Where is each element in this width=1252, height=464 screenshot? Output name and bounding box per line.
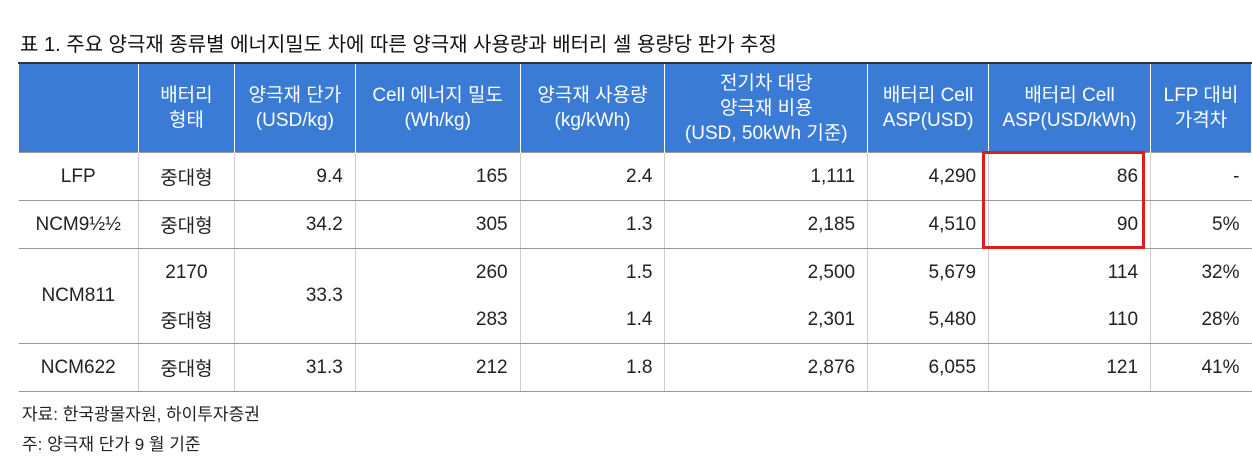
table-title: 표 1. 주요 양극재 종류별 에너지밀도 차에 따른 양극재 사용량과 배터리… (20, 34, 777, 56)
cell: 260 (354, 248, 521, 296)
cell: 1.8 (519, 343, 666, 392)
cell: 중대형 (137, 152, 235, 201)
cell: 305 (354, 200, 521, 249)
cell: 5,480 (867, 296, 990, 344)
cell: 중대형 (137, 296, 235, 344)
cell: 283 (354, 296, 521, 344)
cell: 5,679 (867, 248, 990, 296)
cell: 2170 (137, 248, 235, 296)
cell: 32% (1150, 248, 1252, 296)
cell: 90 (988, 200, 1152, 249)
cell: 33.3 (233, 248, 356, 344)
cell: LFP (18, 152, 139, 201)
cell: 114 (988, 248, 1152, 296)
cell: 31.3 (233, 343, 356, 392)
source-note: 자료: 한국광물자원, 하이투자증권 (22, 405, 260, 424)
header-cell: 배터리 Cell ASP(USD) (867, 62, 990, 153)
cell: 9.4 (233, 152, 356, 201)
cell: NCM811 (18, 248, 139, 344)
cell: 165 (354, 152, 521, 201)
cell: 34.2 (233, 200, 356, 249)
cell: 212 (354, 343, 521, 392)
header-cell: 전기차 대당 양극재 비용 (USD, 50kWh 기준) (664, 62, 869, 153)
cell: 1.4 (519, 296, 666, 344)
cell: 1.3 (519, 200, 666, 249)
highlight-box (982, 151, 1145, 249)
table: 배터리 형태 양극재 단가 (USD/kg) Cell 에너지 밀도 (Wh/kg)… (18, 62, 1252, 392)
header-cell (18, 62, 139, 153)
footnote: 주: 양극재 단가 9 월 기준 (22, 435, 201, 454)
cell: 2,185 (664, 200, 869, 249)
header-cell: 배터리 Cell ASP(USD/kWh) (988, 62, 1152, 153)
cell: 1,111 (664, 152, 869, 201)
header-cell: 양극재 단가 (USD/kg) (233, 62, 356, 153)
header-cell: 양극재 사용량 (kg/kWh) (519, 62, 666, 153)
cell: 2,500 (664, 248, 869, 296)
cell: 121 (988, 343, 1152, 392)
header-cell: 배터리 형태 (137, 62, 235, 153)
cell: 2,876 (664, 343, 869, 392)
cell: 28% (1150, 296, 1252, 344)
cell: 110 (988, 296, 1152, 344)
cell: NCM622 (18, 343, 139, 392)
cell: 4,510 (867, 200, 990, 249)
cell: 5% (1150, 200, 1252, 249)
cell: 1.5 (519, 248, 666, 296)
header-cell: Cell 에너지 밀도 (Wh/kg) (354, 62, 521, 153)
cell: 41% (1150, 343, 1252, 392)
cell: 6,055 (867, 343, 990, 392)
cell: 2,301 (664, 296, 869, 344)
cell: 4,290 (867, 152, 990, 201)
cell: NCM9½½ (18, 200, 139, 249)
cell: 중대형 (137, 200, 235, 249)
cell: - (1150, 152, 1252, 201)
cell: 2.4 (519, 152, 666, 201)
cell: 중대형 (137, 343, 235, 392)
header-cell: LFP 대비 가격차 (1150, 62, 1252, 153)
